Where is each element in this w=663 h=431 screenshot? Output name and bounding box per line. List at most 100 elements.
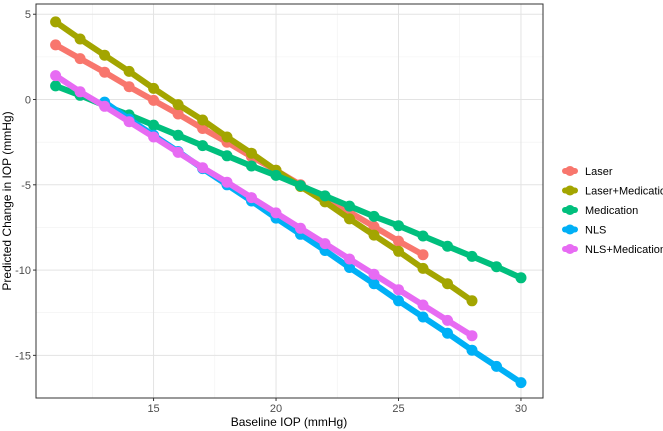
y-tick-label: -10 — [15, 265, 31, 277]
data-point-laser-medication — [221, 131, 233, 143]
plot-panel — [36, 4, 543, 398]
data-point-laser-medication — [197, 114, 209, 126]
legend: Laser Laser+Medication Medication NLS NLS+Me… — [562, 166, 663, 256]
data-point-nls-medication — [246, 192, 257, 204]
data-point-medication — [148, 119, 160, 131]
data-point-nls-medication — [172, 146, 184, 158]
data-point-laser-medication — [417, 262, 429, 274]
data-point-nls-medication — [221, 176, 233, 188]
data-point-nls — [344, 262, 355, 273]
data-point-nls — [393, 295, 404, 307]
data-point-medication — [393, 220, 404, 232]
x-tick-label: 15 — [147, 403, 159, 415]
y-tick-label: 0 — [25, 95, 31, 107]
series-nls-medication — [50, 70, 478, 342]
data-point-laser-medication — [50, 16, 62, 28]
data-point-laser-medication — [99, 49, 111, 61]
y-tick-label: -5 — [21, 180, 31, 192]
data-point-nls-medication — [466, 330, 478, 342]
y-tick-labels: 5 0 -5 -10 -15 — [15, 9, 31, 362]
data-point-medication — [491, 261, 502, 273]
data-point-laser-medication — [172, 99, 184, 111]
data-point-nls-medication — [417, 299, 429, 311]
legend-label: NLS+Medication — [585, 244, 663, 256]
data-point-medication — [417, 230, 429, 242]
legend-label: NLS — [585, 225, 606, 237]
data-point-laser — [148, 94, 160, 106]
data-point-medication — [270, 169, 282, 181]
data-point-nls-medication — [99, 100, 111, 112]
data-point-laser — [417, 249, 429, 261]
grid-major — [36, 4, 543, 398]
data-point-nls-medication — [368, 268, 380, 280]
data-point-nls-medication — [295, 222, 306, 234]
data-point-laser — [74, 53, 86, 65]
legend-item-nls-medication: NLS+Medication — [562, 244, 663, 256]
data-point-nls — [417, 311, 429, 323]
x-tick-labels: 15 20 25 30 — [147, 403, 527, 415]
data-point-laser-medication — [123, 65, 135, 77]
data-point-laser — [123, 81, 135, 93]
legend-item-laser: Laser — [562, 166, 613, 178]
plot-border — [35, 3, 544, 399]
x-tick-label: 20 — [270, 403, 282, 415]
data-point-laser-medication — [74, 33, 86, 45]
y-tick-label: 5 — [25, 9, 31, 21]
data-point-medication — [50, 80, 62, 92]
data-point-nls-medication — [123, 116, 135, 128]
series-layer — [50, 16, 527, 389]
legend-key-point — [565, 244, 575, 254]
data-point-laser — [368, 221, 380, 233]
data-point-nls-medication — [50, 70, 62, 82]
data-point-medication — [319, 190, 331, 202]
data-point-laser — [393, 235, 404, 247]
data-point-nls-medication — [148, 131, 160, 143]
data-point-nls-medication — [270, 207, 282, 219]
data-point-laser-medication — [344, 213, 355, 225]
legend-key-point — [565, 224, 575, 235]
data-point-medication — [515, 272, 527, 284]
y-tick-label: -15 — [15, 350, 31, 362]
data-point-medication — [295, 180, 306, 192]
axis-ticks — [33, 13, 522, 401]
x-tick-label: 30 — [515, 403, 527, 415]
data-point-laser-medication — [393, 245, 404, 257]
data-point-nls-medication — [442, 314, 453, 326]
data-point-medication — [466, 250, 478, 262]
series-line-laser — [52, 41, 426, 258]
data-point-laser-medication — [466, 295, 478, 307]
data-point-medication — [344, 200, 355, 212]
data-point-nls-medication — [319, 238, 331, 250]
data-point-medication — [221, 150, 233, 162]
data-point-medication — [172, 129, 184, 141]
legend-label: Laser+Medication — [585, 186, 663, 198]
legend-item-nls: NLS — [562, 224, 606, 237]
x-axis-title: Baseline IOP (mmHg) — [231, 415, 347, 429]
data-point-laser-medication — [368, 229, 380, 241]
data-point-medication — [442, 240, 453, 252]
data-point-laser — [197, 123, 209, 134]
data-point-nls — [442, 327, 453, 339]
legend-key-point — [565, 166, 575, 176]
legend-label: Medication — [585, 205, 638, 217]
x-tick-label: 25 — [392, 403, 404, 415]
data-point-medication — [197, 140, 209, 152]
legend-label: Laser — [585, 166, 613, 178]
y-axis-title: Predicted Change in IOP (mmHg) — [0, 111, 14, 290]
data-point-laser-medication — [246, 147, 257, 159]
data-point-laser — [172, 108, 184, 120]
data-point-medication — [368, 210, 380, 222]
data-point-nls-medication — [393, 284, 404, 296]
data-point-nls-medication — [197, 162, 209, 174]
data-point-laser — [99, 66, 111, 78]
legend-key-point — [565, 205, 575, 215]
data-point-nls — [491, 360, 502, 372]
legend-item-laser-medication: Laser+Medication — [562, 185, 663, 198]
data-point-medication — [246, 160, 257, 172]
data-point-nls — [515, 377, 527, 389]
legend-key-point — [565, 185, 575, 196]
data-point-nls-medication — [344, 253, 355, 265]
legend-item-medication: Medication — [562, 205, 638, 217]
